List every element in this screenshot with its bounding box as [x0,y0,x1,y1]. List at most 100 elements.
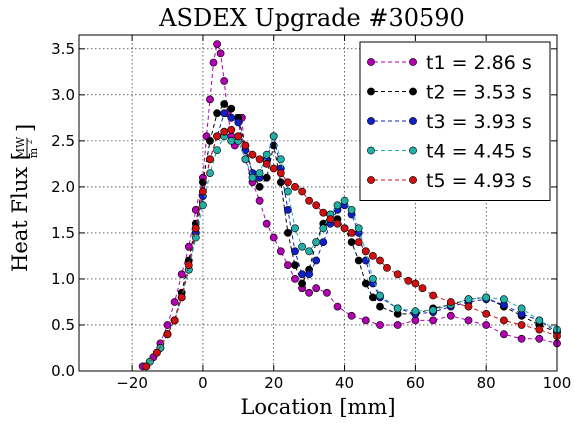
data-point [464,302,473,311]
chart-title: ASDEX Upgrade #30590 [158,4,465,32]
data-point [482,321,491,329]
series-5 [142,125,561,371]
y-tick-label: 1.0 [51,270,75,288]
data-point [206,136,214,145]
data-point [227,113,236,122]
x-tick-label: 40 [335,374,354,392]
data-point [393,304,402,313]
legend-entry: t1 = 2.86 s [367,52,532,74]
data-point [184,261,193,269]
data-point [198,201,207,210]
legend: t1 = 2.86 s t2 = 3.53 s t3 = 3.93 s t4 = 4.… [359,41,551,201]
legend-marker [409,176,417,184]
legend-marker [367,176,375,184]
y-axis-unit-numerator: MW [14,136,27,159]
legend-label: t4 = 4.45 s [426,141,532,163]
data-point [446,298,455,306]
series-1 [138,40,561,371]
legend-entry: t2 = 3.53 s [367,82,532,104]
data-point [170,316,179,325]
data-point [234,132,243,141]
data-point [213,132,221,141]
data-point [177,270,186,279]
data-point [255,196,264,205]
data-point [361,316,370,325]
data-point [418,284,427,293]
data-point [376,302,384,311]
data-point [535,334,544,343]
data-point [429,316,437,325]
data-point [227,125,236,134]
data-point [517,334,526,343]
data-point [312,256,321,265]
data-point [376,291,384,300]
legend-entry: t3 = 3.93 s [367,111,532,133]
svg-text:m 2: m 2 [26,140,40,158]
data-point [411,316,420,325]
data-point [354,224,363,233]
data-point [333,302,342,311]
data-point [163,321,172,329]
data-point [312,238,321,246]
x-axis-label: Location [mm] [240,395,395,419]
data-point [291,274,299,283]
data-point [276,155,285,164]
legend-marker [409,146,417,155]
data-point [291,182,299,191]
data-point [269,132,278,141]
data-point [368,251,377,260]
data-point [376,321,384,329]
data-point [291,247,299,256]
y-tick-label: 3.5 [51,40,75,58]
data-point [241,155,250,164]
legend-label: t2 = 3.53 s [426,82,532,104]
legend-entry: t4 = 4.45 s [367,141,532,163]
x-tick-label: 100 [543,374,572,392]
data-point [446,311,455,320]
y-axis-unit-denominator: m [27,147,40,158]
data-point [191,224,200,233]
data-point [376,256,384,265]
y-tick-label: 0.0 [51,362,75,380]
data-point [220,100,229,108]
data-point [319,208,328,217]
legend-marker [367,117,375,125]
data-point [276,169,285,177]
data-point [411,307,420,316]
data-point [198,187,207,196]
data-point [411,279,420,288]
y-tick-label: 2.0 [51,178,75,196]
data-point [305,288,313,297]
data-point [429,306,437,315]
data-point [347,228,356,237]
data-point [276,247,285,256]
series-line [142,42,558,367]
axes [78,34,558,372]
y-axis-label: Heat Flux [ [8,152,32,272]
data-point [255,155,264,164]
data-point [354,238,363,246]
data-point [163,330,172,339]
legend-marker [409,117,417,125]
data-point [198,178,207,187]
data-point [220,127,229,136]
data-point [262,159,271,168]
data-point [347,311,356,320]
data-point [291,261,299,269]
legend-label: t1 = 2.86 s [426,52,532,74]
x-tick-label: −20 [116,374,148,392]
data-point [241,141,250,150]
data-point [255,182,264,191]
data-point [298,187,306,196]
data-point [464,295,473,304]
data-point [298,270,306,279]
data-point [213,109,221,118]
data-point [283,261,292,269]
x-tick-label: 0 [198,374,208,392]
series-layer [138,40,561,371]
data-point [206,169,214,177]
data-point [319,238,328,246]
data-point [347,205,356,214]
ticks: −20 0 20 40 60 80 100 0.0 0.5 1.0 1.5 2.0 2.5 3.0 3.5 [51,35,571,392]
